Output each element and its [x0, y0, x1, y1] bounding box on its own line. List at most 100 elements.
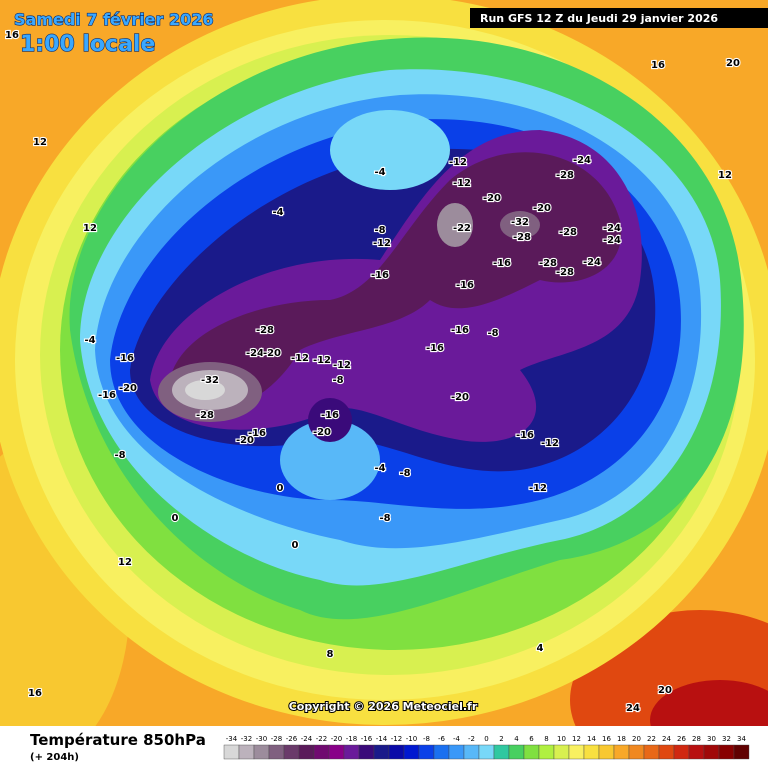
scale-swatch — [493, 744, 510, 760]
contour-label: 20 — [658, 685, 672, 696]
scale-tick-label: -32 — [241, 735, 252, 743]
scale-tick-label: 6 — [529, 735, 534, 743]
scale-swatch — [448, 744, 465, 760]
contour-label: -12 — [373, 238, 391, 249]
scale-swatch — [508, 744, 525, 760]
contour-label: -24 — [603, 235, 621, 246]
contour-label: -12 — [333, 360, 351, 371]
scale-tick-label: -8 — [423, 735, 430, 743]
contour-label: -16 — [456, 280, 474, 291]
scale-swatch — [553, 744, 570, 760]
scale-swatch — [583, 744, 600, 760]
contour-label: -16 — [516, 430, 534, 441]
copyright: Copyright © 2026 Meteociel.fr — [289, 700, 478, 713]
scale-tick-label: -16 — [361, 735, 373, 743]
scale-tick-label: -28 — [271, 735, 282, 743]
contour-label: -24 — [603, 223, 621, 234]
scale-tick-label: 30 — [707, 735, 716, 743]
contour-label: -24 — [246, 348, 264, 359]
contour-label: -20 — [119, 383, 137, 394]
scale-swatch — [568, 744, 585, 760]
contour-label: 24 — [626, 703, 640, 714]
scale-swatch — [628, 744, 645, 760]
contour-label: -20 — [313, 427, 331, 438]
contour-label: -24 — [583, 257, 601, 268]
scale-tick-label: -24 — [301, 735, 313, 743]
contour-label: -12 — [313, 355, 331, 366]
scale-swatch — [223, 744, 240, 760]
contour-label: -16 — [371, 270, 389, 281]
scale-swatch — [733, 744, 750, 760]
contour-label: -8 — [114, 450, 125, 461]
scale-tick-label: 12 — [572, 735, 581, 743]
scale-swatch — [298, 744, 315, 760]
scale-swatch — [268, 744, 285, 760]
scale-tick-label: 34 — [737, 735, 746, 743]
scale-tick-label: 4 — [514, 735, 519, 743]
scale-swatch — [538, 744, 555, 760]
scale-tick-label: -14 — [376, 735, 388, 743]
scale-swatch — [373, 744, 390, 760]
contour-label: -28 — [556, 267, 574, 278]
scale-tick-label: -20 — [331, 735, 342, 743]
scale-tick-label: 24 — [662, 735, 671, 743]
contour-label: 16 — [28, 688, 42, 699]
scale-swatch — [658, 744, 675, 760]
scale-swatch — [673, 744, 690, 760]
scale-tick-label: 0 — [484, 735, 488, 743]
contour-label: 4 — [537, 643, 544, 654]
contour-label: -16 — [321, 410, 339, 421]
scale-swatch — [463, 744, 480, 760]
contour-label: -12 — [541, 438, 559, 449]
scale-swatch — [703, 744, 720, 760]
scale-tick-label: -4 — [453, 735, 461, 743]
contour-label: -28 — [556, 170, 574, 181]
contour-label: -24 — [573, 155, 591, 166]
contour-label: -28 — [539, 258, 557, 269]
contour-labels: -32-28-28-24-20-16-20-16-8-12 -12 -12-8-16… — [4, 29, 741, 715]
scale-swatch — [283, 744, 300, 760]
scale-tick-label: 26 — [677, 735, 686, 743]
contour-label: 16 — [5, 30, 19, 41]
scale-swatch — [328, 744, 345, 760]
run-info: Run GFS 12 Z du Jeudi 29 janvier 2026 — [480, 12, 718, 25]
scale-tick-label: 14 — [587, 735, 596, 743]
contour-label: -16 — [493, 258, 511, 269]
scale-swatch — [613, 744, 630, 760]
scale-tick-label: -30 — [256, 735, 267, 743]
scale-tick-label: 2 — [499, 735, 503, 743]
contour-label: -4 — [374, 463, 385, 474]
contour-label: -4 — [374, 167, 385, 178]
contour-label: -12 — [529, 483, 547, 494]
contour-label: -8 — [487, 328, 498, 339]
scale-swatch — [418, 744, 435, 760]
contour-label: -32 — [201, 375, 219, 386]
contour-label: -28 — [559, 227, 577, 238]
contour-label: -20 — [236, 435, 254, 446]
scale-swatch — [313, 744, 330, 760]
scale-tick-label: -2 — [468, 735, 475, 743]
local-time: 1:00 locale — [20, 32, 155, 57]
scale-swatch — [478, 744, 495, 760]
contour-label: 20 — [726, 58, 740, 69]
contour-label: -12 — [453, 178, 471, 189]
scale-swatch — [643, 744, 660, 760]
contour-label: -8 — [332, 375, 343, 386]
contour-label: -32 — [511, 217, 529, 228]
contour-label: -8 — [379, 513, 390, 524]
scale-swatch — [688, 744, 705, 760]
contour-label: 12 — [83, 223, 97, 234]
contour-label: 12 — [118, 557, 132, 568]
scale-swatch — [388, 744, 405, 760]
contour-label: 0 — [277, 483, 284, 494]
contour-label: -4 — [272, 207, 283, 218]
contour-label: 0 — [172, 513, 179, 524]
scale-swatch — [343, 744, 360, 760]
contour-label: 12 — [33, 137, 47, 148]
field-title: Température 850hPa — [30, 731, 206, 749]
scale-tick-label: 32 — [722, 735, 731, 743]
scale-tick-label: 8 — [544, 735, 548, 743]
contour-label: -28 — [513, 232, 531, 243]
scale-tick-label: 22 — [647, 735, 656, 743]
scale-tick-label: -34 — [226, 735, 238, 743]
